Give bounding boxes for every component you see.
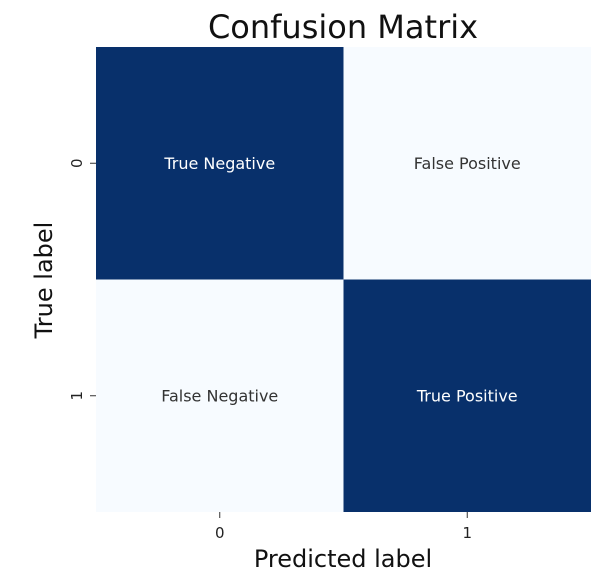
heatmap-cell-label-0-0: True Negative xyxy=(163,154,275,173)
chart-title: Confusion Matrix xyxy=(208,8,478,46)
heatmap-cell-labels: True Negative False Positive False Negativ… xyxy=(161,154,521,406)
x-tick-label-0: 0 xyxy=(215,524,225,542)
axis-ticks: 0 1 0 1 xyxy=(68,158,472,542)
x-axis-label: Predicted label xyxy=(254,545,432,573)
heatmap-cell-1-0 xyxy=(96,279,344,512)
heatmap-cell-0-0 xyxy=(96,47,344,280)
heatmap-cell-1-1 xyxy=(343,279,591,512)
y-tick-label-0: 0 xyxy=(68,158,86,168)
heatmap-cells xyxy=(96,47,591,512)
y-axis-label: True label xyxy=(30,222,58,340)
heatmap-cell-label-1-1: True Positive xyxy=(416,386,518,405)
heatmap-cell-0-1 xyxy=(343,47,591,280)
heatmap-cell-label-0-1: False Positive xyxy=(414,154,521,173)
x-tick-label-1: 1 xyxy=(462,524,472,542)
y-tick-label-1: 1 xyxy=(68,391,86,401)
heatmap-cell-label-1-0: False Negative xyxy=(161,386,278,405)
